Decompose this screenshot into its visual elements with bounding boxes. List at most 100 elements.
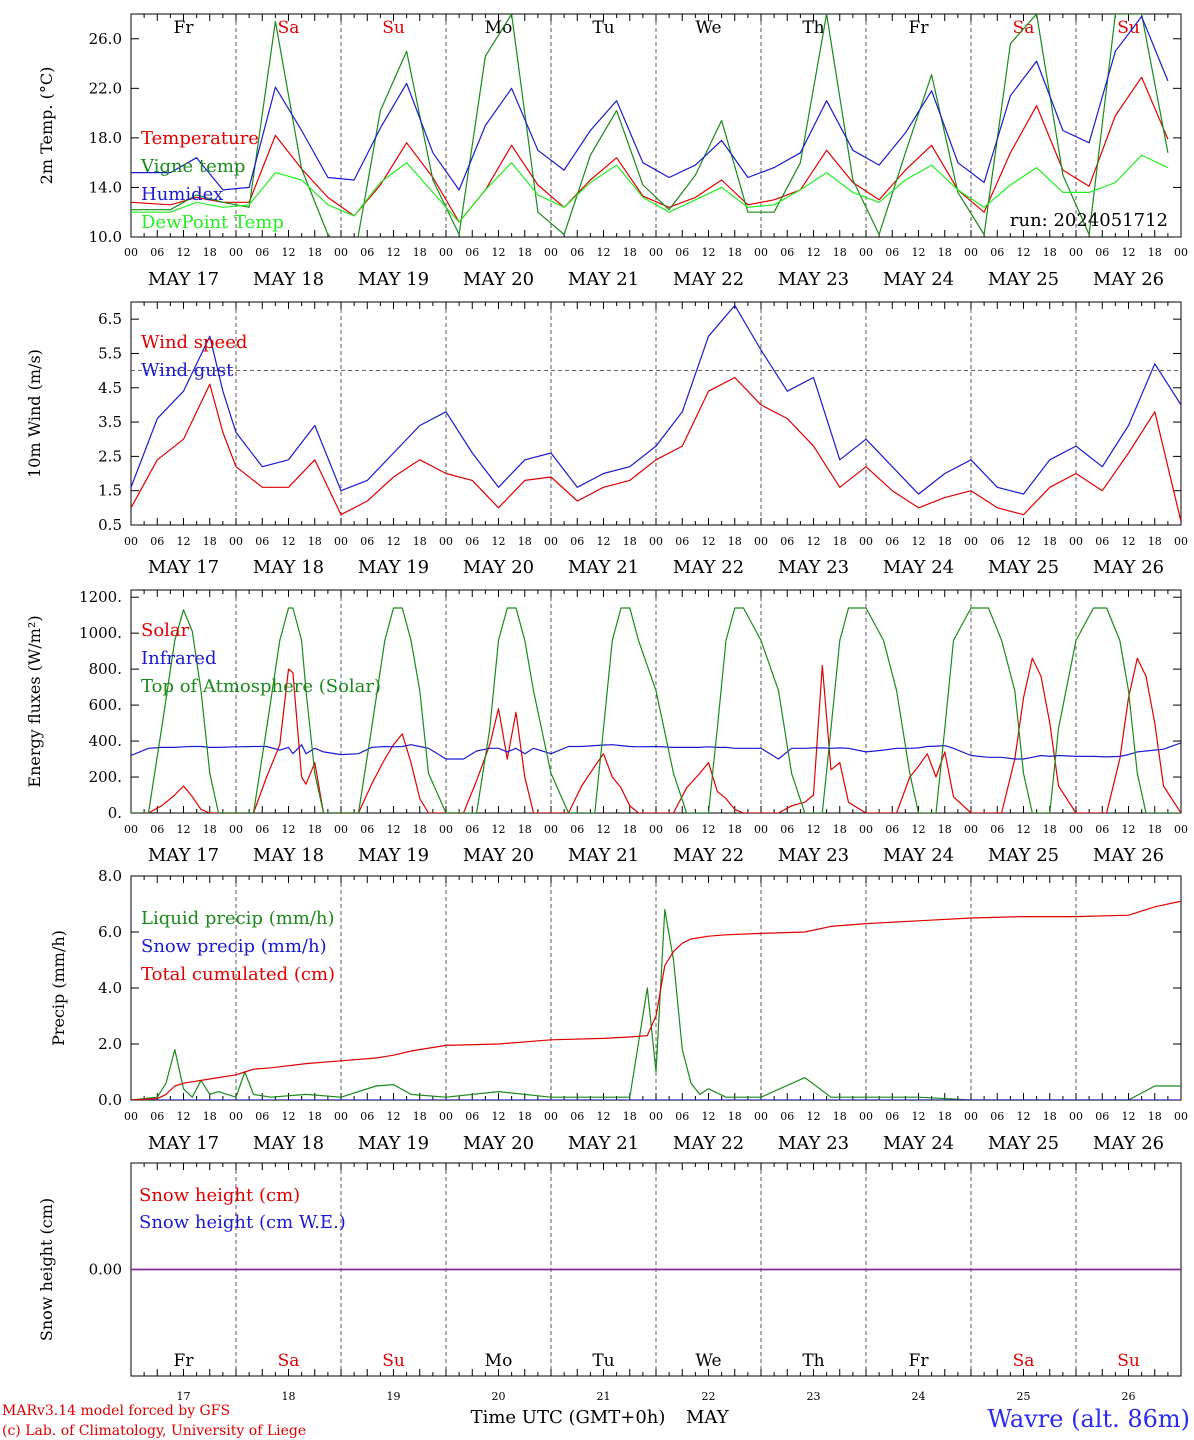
date-label: MAY 21 bbox=[568, 269, 639, 290]
date-label: MAY 25 bbox=[988, 557, 1059, 578]
day-number-label: 18 bbox=[282, 1390, 296, 1403]
date-label: MAY 22 bbox=[673, 1133, 744, 1154]
hour-tick-label: 00 bbox=[1069, 823, 1083, 836]
hour-tick-label: 18 bbox=[938, 535, 952, 548]
hour-tick-label: 18 bbox=[728, 823, 742, 836]
hour-tick-label: 06 bbox=[570, 1110, 584, 1123]
date-label: MAY 23 bbox=[778, 269, 849, 290]
hour-tick-label: 00 bbox=[1174, 246, 1188, 259]
panel-energy: 0. 200. 400. 600. 800. 1000. 1200. Energy fluxe… bbox=[25, 588, 1188, 866]
y-tick-label: 14.0 bbox=[89, 178, 122, 196]
series-infrared bbox=[131, 742, 1181, 760]
hour-tick-label: 12 bbox=[597, 823, 611, 836]
hour-tick-label: 18 bbox=[623, 823, 637, 836]
hour-tick-label: 06 bbox=[1095, 246, 1109, 259]
hour-tick-label: 06 bbox=[150, 246, 164, 259]
hour-tick-label: 00 bbox=[334, 246, 348, 259]
y-tick-label: 600. bbox=[89, 696, 122, 714]
date-label: MAY 24 bbox=[883, 845, 954, 866]
panel-temperature: 10.0 14.0 18.0 22.0 26.0 2m Temp. (°C) 00 06 12 1… bbox=[37, 13, 1188, 290]
hour-tick-label: 00 bbox=[544, 823, 558, 836]
series-liquid-precip-mm-h- bbox=[131, 908, 1181, 1100]
hour-tick-label: 18 bbox=[938, 1110, 952, 1123]
hour-tick-label: 18 bbox=[518, 823, 532, 836]
hour-tick-label: 00 bbox=[859, 535, 873, 548]
hour-tick-label: 12 bbox=[492, 246, 506, 259]
date-label: MAY 17 bbox=[148, 845, 219, 866]
hour-tick-label: 06 bbox=[675, 535, 689, 548]
date-label: MAY 20 bbox=[463, 845, 534, 866]
hour-tick-label: 18 bbox=[728, 535, 742, 548]
legend-wind-gust: Wind gust bbox=[141, 360, 234, 381]
hour-tick-label: 06 bbox=[150, 1110, 164, 1123]
wind-series bbox=[131, 304, 1181, 522]
y-tick-label: 10.0 bbox=[89, 228, 122, 246]
hour-tick-label: 12 bbox=[1122, 823, 1136, 836]
day-number-label: 20 bbox=[492, 1390, 506, 1403]
credit-line-2: (c) Lab. of Climatology, University of L… bbox=[2, 1423, 306, 1439]
legend-dewpoint-temp: DewPoint Temp bbox=[141, 212, 284, 233]
date-label: MAY 21 bbox=[568, 1133, 639, 1154]
hour-tick-label: 06 bbox=[465, 823, 479, 836]
series-temperature bbox=[131, 76, 1169, 223]
hour-tick-label: 00 bbox=[124, 246, 138, 259]
weekday-label: Sa bbox=[278, 1351, 300, 1371]
hour-tick-label: 18 bbox=[203, 823, 217, 836]
temperature-y-axis-label: 2m Temp. (°C) bbox=[37, 67, 56, 185]
hour-tick-label: 18 bbox=[1148, 535, 1162, 548]
hour-tick-label: 00 bbox=[229, 823, 243, 836]
hour-tick-label: 00 bbox=[859, 246, 873, 259]
day-number-label: 25 bbox=[1017, 1390, 1031, 1403]
date-label: MAY 18 bbox=[253, 269, 324, 290]
hour-tick-label: 18 bbox=[1043, 246, 1057, 259]
hour-tick-label: 06 bbox=[150, 535, 164, 548]
legend-snow-height-cm-w-e-: Snow height (cm W.E.) bbox=[139, 1212, 346, 1233]
date-label: MAY 26 bbox=[1093, 845, 1164, 866]
hour-tick-label: 00 bbox=[649, 1110, 663, 1123]
hour-tick-label: 00 bbox=[124, 1110, 138, 1123]
date-label: MAY 19 bbox=[358, 269, 429, 290]
hour-tick-label: 06 bbox=[885, 246, 899, 259]
date-label: MAY 23 bbox=[778, 845, 849, 866]
day-number-label: 19 bbox=[387, 1390, 401, 1403]
date-label: MAY 22 bbox=[673, 269, 744, 290]
hour-tick-label: 12 bbox=[912, 535, 926, 548]
run-label: run: 2024051712 bbox=[1010, 210, 1168, 231]
y-tick-label: 5.5 bbox=[98, 344, 122, 362]
hour-tick-label: 06 bbox=[885, 1110, 899, 1123]
hour-tick-label: 00 bbox=[649, 823, 663, 836]
day-number-label: 26 bbox=[1122, 1390, 1136, 1403]
hour-tick-label: 12 bbox=[282, 823, 296, 836]
hour-tick-label: 06 bbox=[675, 823, 689, 836]
hour-tick-label: 12 bbox=[912, 246, 926, 259]
y-tick-label: 0. bbox=[108, 804, 122, 822]
date-label: MAY 20 bbox=[463, 1133, 534, 1154]
legend-wind-speed: Wind speed bbox=[141, 332, 247, 353]
weekday-label: Fr bbox=[909, 1351, 930, 1371]
hour-tick-label: 18 bbox=[938, 823, 952, 836]
weekday-label: Sa bbox=[278, 18, 300, 38]
hour-tick-label: 12 bbox=[177, 246, 191, 259]
hour-tick-label: 00 bbox=[124, 535, 138, 548]
credit-line-1: MARv3.14 model forced by GFS bbox=[2, 1403, 230, 1419]
wind-y-axis-label: 10m Wind (m/s) bbox=[25, 349, 44, 478]
hour-tick-label: 12 bbox=[702, 246, 716, 259]
date-label: MAY 23 bbox=[778, 557, 849, 578]
weekday-label: Su bbox=[382, 18, 405, 38]
precip-y-axis-label: Precip (mm/h) bbox=[49, 930, 68, 1046]
y-tick-label: 400. bbox=[89, 732, 122, 750]
day-number-label: 21 bbox=[597, 1390, 611, 1403]
date-label: MAY 19 bbox=[358, 845, 429, 866]
hour-tick-label: 12 bbox=[597, 535, 611, 548]
day-number-label: 23 bbox=[807, 1390, 821, 1403]
hour-tick-label: 18 bbox=[833, 246, 847, 259]
hour-tick-label: 00 bbox=[229, 246, 243, 259]
series-total-cumulated-cm- bbox=[131, 900, 1181, 1100]
hour-tick-label: 00 bbox=[439, 1110, 453, 1123]
date-label: MAY 19 bbox=[358, 1133, 429, 1154]
hour-tick-label: 12 bbox=[177, 1110, 191, 1123]
hour-tick-label: 12 bbox=[1017, 535, 1031, 548]
hour-tick-label: 06 bbox=[780, 535, 794, 548]
y-tick-label: 2.5 bbox=[98, 447, 122, 465]
hour-tick-label: 18 bbox=[413, 246, 427, 259]
